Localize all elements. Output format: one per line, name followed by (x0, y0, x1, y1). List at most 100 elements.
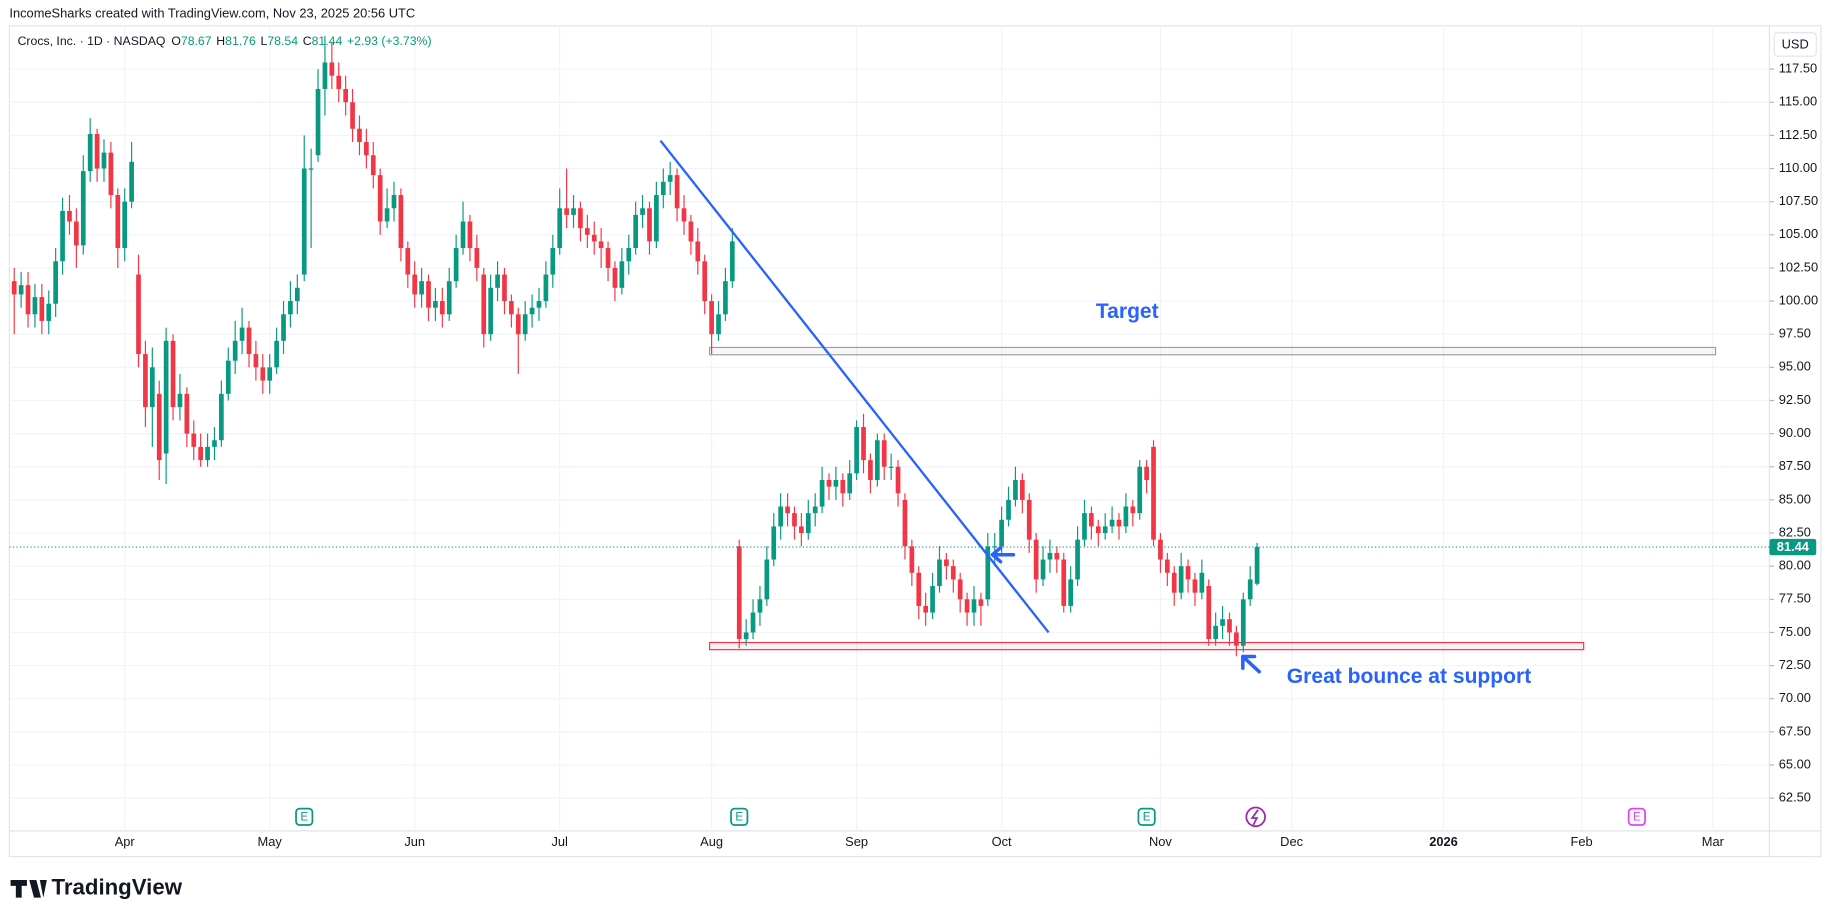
candle-body (709, 301, 714, 335)
candle-body (916, 572, 922, 606)
brand-logo: TradingView (10, 875, 183, 900)
candle-body (854, 426, 859, 474)
candle-body (405, 248, 411, 275)
candle-body (1185, 566, 1191, 580)
y-tick-label: 105.00 (1779, 226, 1818, 241)
candle-body (515, 314, 521, 335)
currency-label[interactable]: USD (1782, 36, 1809, 51)
candle-body (868, 460, 873, 481)
candle-body (191, 433, 197, 447)
candle-body (205, 446, 210, 461)
candle-body (736, 546, 742, 640)
arrow (990, 545, 1016, 564)
currency-button[interactable] (1773, 32, 1817, 57)
y-tick-label: 90.00 (1779, 425, 1811, 440)
candle-body (909, 546, 915, 573)
candle-body (950, 566, 956, 580)
y-tick-label: 102.50 (1779, 259, 1818, 274)
candle-body (39, 297, 45, 321)
candle-body (1213, 625, 1219, 640)
candle-body (626, 248, 632, 262)
event-label: E (300, 811, 308, 824)
candle-body (557, 208, 563, 249)
candle-body (177, 393, 183, 408)
trend-line (659, 139, 1050, 634)
candle-body (115, 195, 121, 249)
candle-body (149, 367, 155, 408)
candle-body (232, 340, 238, 361)
candle-body (571, 208, 576, 215)
candle-body (1158, 539, 1163, 560)
ohlc-label: L (261, 34, 268, 48)
y-tick-label: 97.50 (1779, 326, 1811, 341)
candle-body (156, 393, 162, 461)
candle-body (253, 354, 259, 368)
candle-body (633, 214, 639, 249)
candle-body (812, 506, 818, 514)
ohlc-label: C (303, 34, 312, 48)
candle-body (757, 599, 763, 613)
candle-body (971, 599, 977, 613)
y-tick-label: 100.00 (1779, 292, 1818, 307)
candle-body (1068, 579, 1074, 606)
candle-body (246, 327, 252, 355)
x-tick-label: May (258, 834, 283, 849)
event-icon[interactable] (295, 807, 314, 826)
y-tick-label: 112.50 (1779, 127, 1817, 142)
y-tick-label: 70.00 (1779, 690, 1811, 705)
x-tick-label: Dec (1280, 834, 1303, 849)
candle-body (654, 195, 659, 242)
candle-body (1240, 599, 1246, 646)
y-tick-label: 85.00 (1779, 491, 1811, 506)
candle-body (847, 473, 853, 494)
x-tick-label: Mar (1702, 834, 1725, 849)
candle-body (322, 62, 328, 89)
candle-body (136, 274, 141, 355)
y-tick-label: 82.50 (1779, 524, 1811, 539)
candle-body (184, 393, 190, 434)
plot (9, 35, 1770, 657)
candle-body (329, 62, 335, 76)
candle-body (985, 546, 991, 600)
candle-body (364, 141, 369, 156)
candle-body (357, 128, 362, 142)
candle-body (1192, 579, 1198, 593)
candle-body (343, 88, 349, 103)
candle-body (315, 88, 321, 156)
candle-body (833, 480, 839, 487)
candle-body (778, 506, 784, 527)
candle-body (1144, 466, 1149, 481)
candle-body (398, 195, 404, 249)
candle-body (87, 134, 93, 172)
candle-body (1033, 539, 1039, 580)
arrow (1241, 654, 1261, 674)
event-icon[interactable] (1137, 807, 1156, 826)
candle-body (60, 210, 65, 262)
candle-body (764, 559, 770, 600)
y-tick-label: 75.00 (1779, 624, 1811, 639)
candle-body (771, 526, 777, 560)
candle-body (743, 632, 749, 640)
candle-body (419, 281, 424, 295)
candle-body (1171, 572, 1177, 593)
y-tick-label: 65.00 (1779, 756, 1811, 771)
y-tick-label: 87.50 (1779, 458, 1811, 473)
candle-body (1082, 513, 1087, 540)
event-icon[interactable] (730, 807, 749, 826)
chart-frame (8, 25, 1822, 858)
candle-body (874, 440, 880, 481)
event-icon[interactable] (1627, 807, 1646, 826)
candle-body (1247, 579, 1253, 600)
candle-body (370, 155, 376, 176)
candle-body (1019, 480, 1025, 500)
candle-body (723, 281, 728, 315)
support-zone (708, 641, 1585, 651)
candle-body (785, 506, 790, 514)
x-tick-label: Jun (404, 834, 425, 849)
candle-body (729, 241, 735, 282)
candle-body (1061, 559, 1067, 606)
candle-body (923, 605, 929, 613)
candle-body (433, 301, 438, 308)
dividend-icon[interactable] (1245, 806, 1266, 828)
